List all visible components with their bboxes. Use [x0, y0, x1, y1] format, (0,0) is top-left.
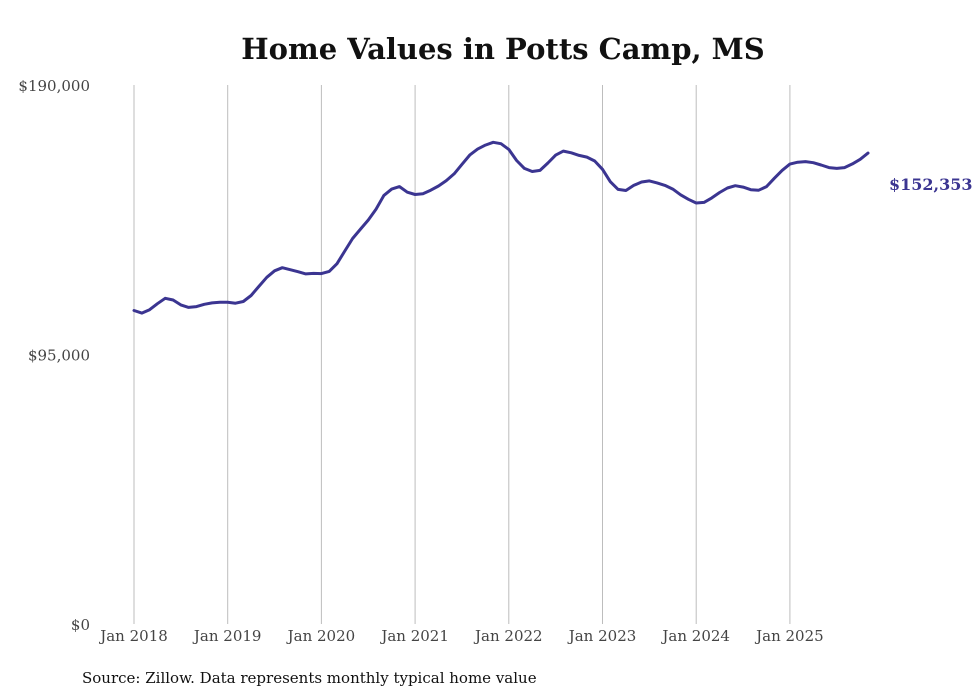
- y-tick-label-0: $190,000: [18, 77, 90, 95]
- x-tick-label-3: Jan 2021: [379, 627, 449, 645]
- x-tick-label-5: Jan 2023: [567, 627, 637, 645]
- x-tick-label-2: Jan 2020: [286, 627, 356, 645]
- x-tick-label-1: Jan 2019: [192, 627, 262, 645]
- x-tick-label-4: Jan 2022: [473, 627, 543, 645]
- last-value-label: $152,353: [889, 175, 973, 194]
- vertical-gridlines: [133, 85, 791, 624]
- y-tick-label-2: $0: [71, 616, 90, 634]
- chart-title: Home Values in Potts Camp, MS: [241, 32, 764, 66]
- x-axis-ticks: Jan 2018 Jan 2019 Jan 2020 Jan 2021 Jan 2022…: [98, 627, 823, 645]
- x-tick-label-6: Jan 2024: [660, 627, 730, 645]
- source-note: Source: Zillow. Data represents monthly …: [82, 669, 537, 687]
- x-tick-label-0: Jan 2018: [98, 627, 168, 645]
- y-tick-label-1: $95,000: [28, 347, 90, 365]
- series-layer: [132, 140, 870, 315]
- y-axis-ticks: $190,000 $95,000 $0: [18, 77, 90, 634]
- series-line-0: [132, 140, 870, 315]
- x-tick-label-7: Jan 2025: [754, 627, 824, 645]
